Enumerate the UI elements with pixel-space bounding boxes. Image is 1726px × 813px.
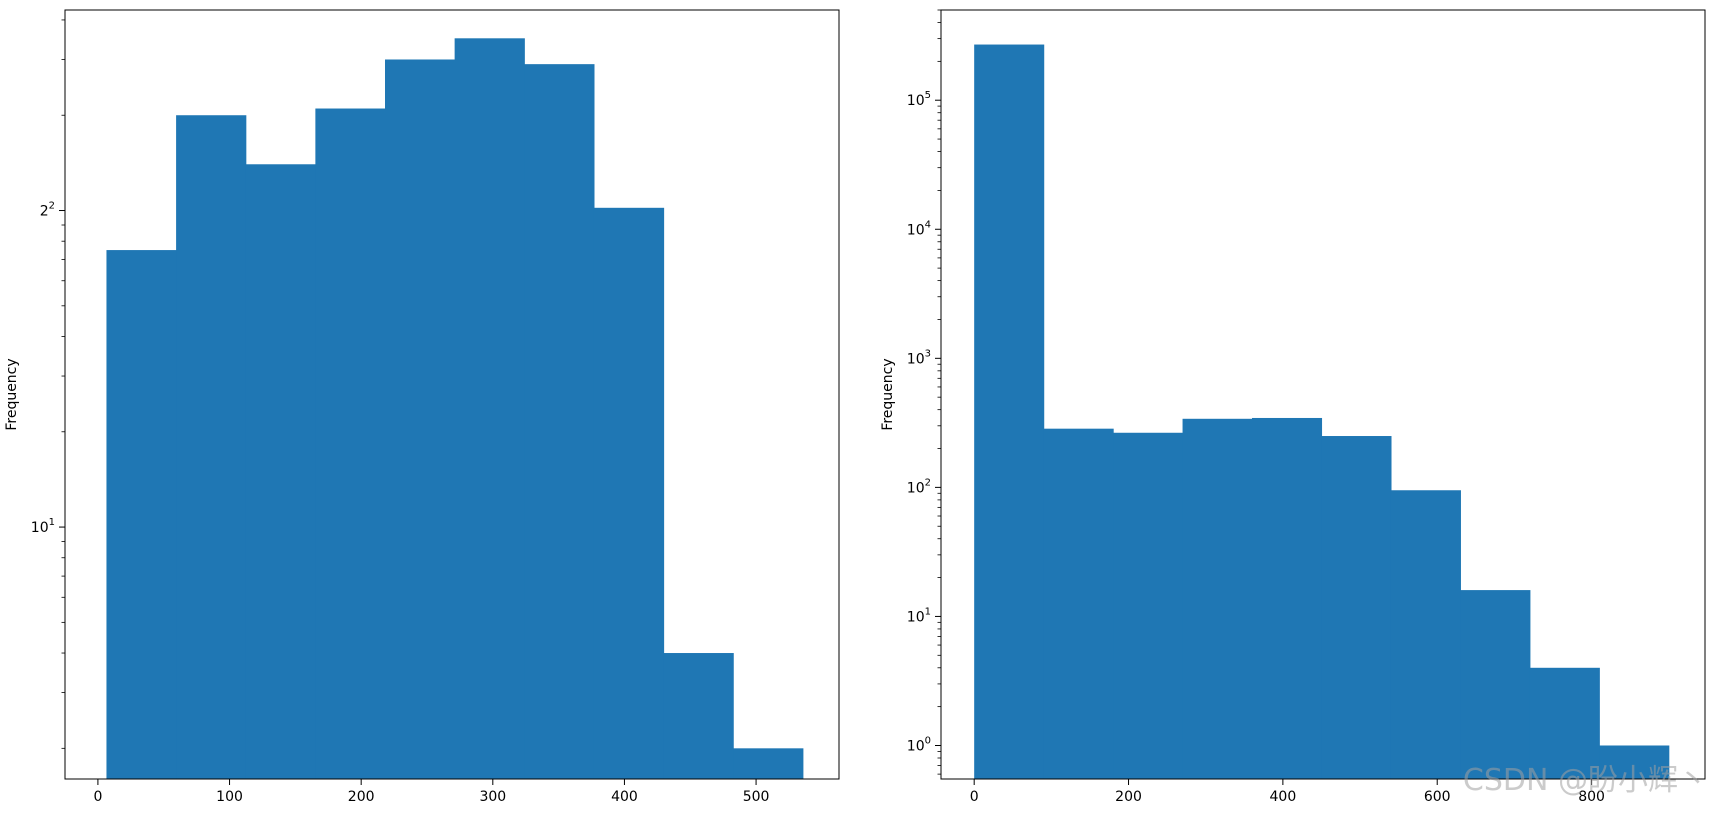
histogram-bar xyxy=(1043,428,1114,779)
bars-left xyxy=(106,38,804,780)
histogram-bar xyxy=(385,59,456,780)
x-tick-label: 500 xyxy=(743,789,770,805)
axes-frame-left xyxy=(64,9,840,780)
x-tick-label: 400 xyxy=(611,789,638,805)
y-tick-label: 103 xyxy=(907,348,931,367)
histogram-bar xyxy=(454,38,525,780)
histogram-bar xyxy=(1113,432,1184,779)
histogram-bar xyxy=(524,64,595,779)
histogram-bar xyxy=(245,164,316,779)
histogram-bar xyxy=(1599,745,1670,779)
y-ticks-right: 100 101 102 103 104 105 xyxy=(907,9,941,775)
histogram-left: 0 100 200 300 400 500 101 22 Frequency xyxy=(4,9,840,805)
x-tick-label: 0 xyxy=(93,789,102,805)
axes-frame-right xyxy=(940,9,1706,780)
x-tick-label: 200 xyxy=(1115,789,1142,805)
histogram-bar xyxy=(1529,667,1600,779)
y-tick-label: 104 xyxy=(907,219,931,238)
histogram-bar xyxy=(1252,417,1323,779)
y-tick-label: 105 xyxy=(907,90,931,109)
y-axis-label-left: Frequency xyxy=(4,358,20,430)
y-axis-label-right: Frequency xyxy=(880,358,896,430)
x-ticks-right: 0 200 400 600 800 xyxy=(970,779,1605,805)
histogram-right: 0 200 400 600 800 100 101 102 103 104 105 Frequen… xyxy=(880,9,1706,805)
x-tick-label: 200 xyxy=(348,789,375,805)
x-tick-label: 400 xyxy=(1270,789,1297,805)
histogram-bar xyxy=(1390,490,1461,779)
histogram-bar xyxy=(1321,436,1392,779)
x-ticks-left: 0 100 200 300 400 500 xyxy=(93,779,769,805)
histogram-bar xyxy=(1182,418,1253,779)
y-tick-label: 102 xyxy=(907,477,931,496)
histogram-bar xyxy=(315,108,386,779)
histogram-bar xyxy=(176,115,247,780)
y-tick-label: 22 xyxy=(40,201,55,220)
y-ticks-left: 101 22 xyxy=(31,19,65,749)
x-tick-label: 100 xyxy=(216,789,243,805)
bars-right xyxy=(974,44,1670,780)
x-tick-label: 800 xyxy=(1578,789,1605,805)
y-tick-label: 101 xyxy=(907,606,931,625)
y-tick-label: 101 xyxy=(31,517,55,536)
x-tick-label: 300 xyxy=(479,789,506,805)
histogram-bar xyxy=(733,748,804,779)
histogram-bar xyxy=(663,653,734,779)
histogram-bar xyxy=(106,250,177,779)
x-tick-label: 600 xyxy=(1424,789,1451,805)
histogram-bar xyxy=(1460,590,1531,779)
y-tick-label: 100 xyxy=(907,735,931,754)
histogram-bar xyxy=(974,44,1045,780)
x-tick-label: 0 xyxy=(970,789,979,805)
histogram-bar xyxy=(593,207,665,780)
